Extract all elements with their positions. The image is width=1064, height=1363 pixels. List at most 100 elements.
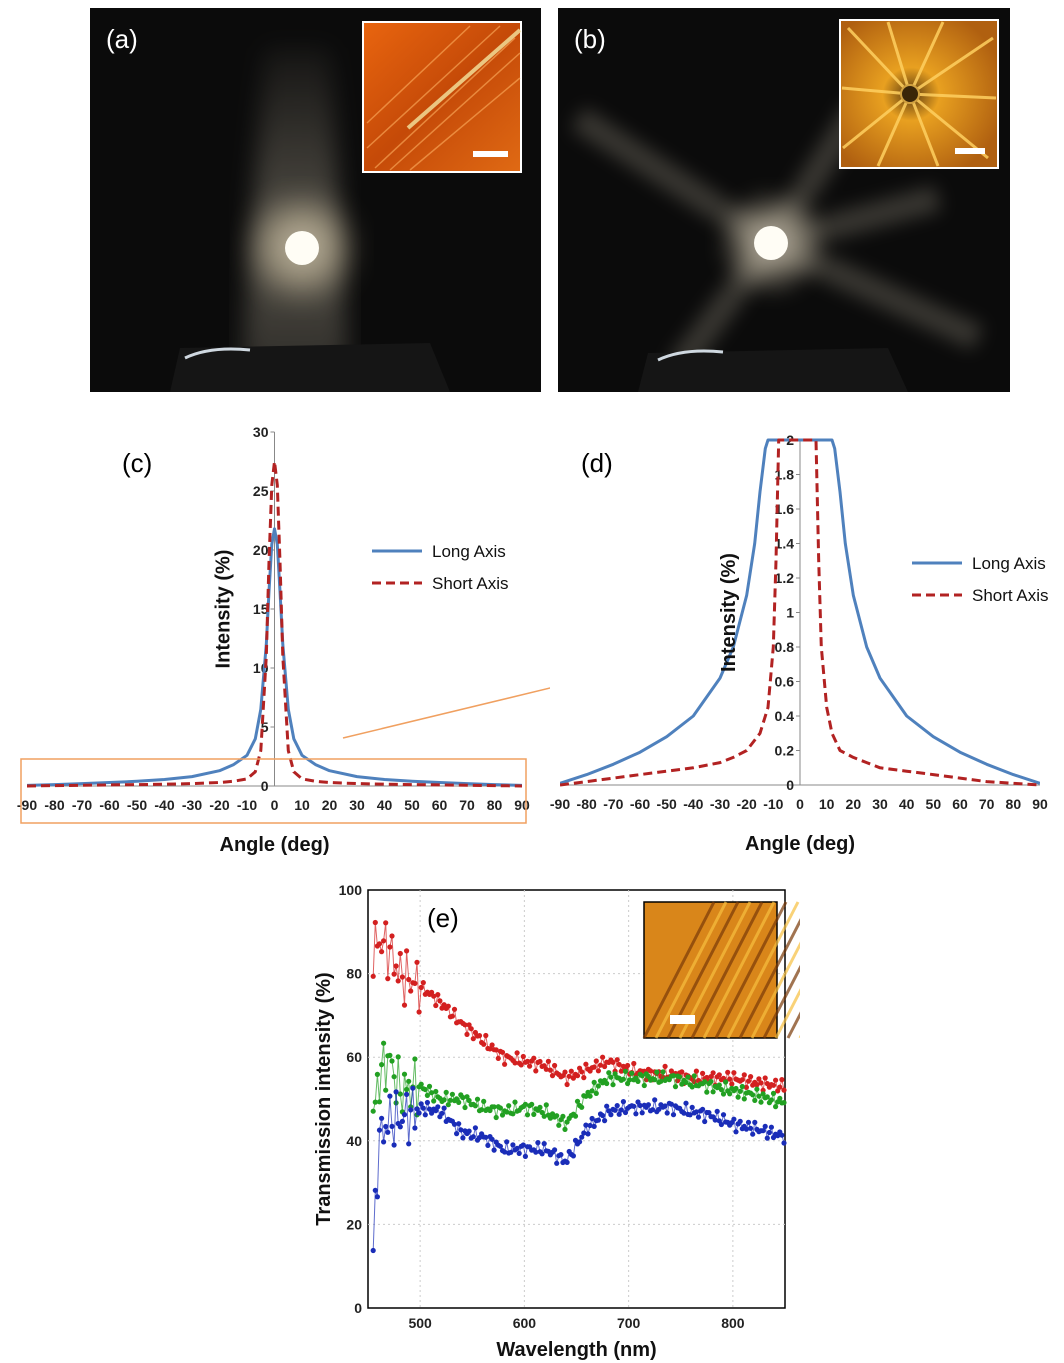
- data-point-green: [658, 1078, 664, 1084]
- data-point-blue: [510, 1142, 516, 1148]
- x-tick-label: -80: [577, 796, 597, 812]
- data-point-green: [652, 1077, 658, 1083]
- data-point-green: [374, 1071, 380, 1077]
- inset-fiber: [738, 918, 800, 1039]
- data-point-red: [614, 1057, 620, 1063]
- inset-fiber: [726, 901, 800, 1039]
- data-point-red: [568, 1068, 574, 1074]
- x-tick-label: -40: [154, 797, 174, 813]
- y-tick-label: 1: [786, 605, 794, 621]
- data-point-blue: [689, 1104, 695, 1110]
- data-point-blue: [750, 1131, 756, 1137]
- data-point-blue: [731, 1116, 737, 1122]
- data-point-blue: [695, 1114, 702, 1120]
- data-point-red: [727, 1076, 733, 1082]
- data-point-green: [679, 1081, 685, 1087]
- data-point-green: [418, 1081, 424, 1087]
- data-point-red: [781, 1087, 787, 1093]
- y-tick-label: 0.2: [775, 743, 795, 759]
- data-point-green: [720, 1091, 727, 1097]
- x-tick-label: -70: [603, 796, 623, 812]
- data-point-blue: [700, 1106, 706, 1112]
- data-point-red: [393, 963, 399, 969]
- data-point-green: [764, 1094, 770, 1100]
- series-line-long-axis: [27, 527, 522, 787]
- data-point-blue: [458, 1127, 464, 1133]
- data-point-blue: [687, 1112, 693, 1118]
- x-tick-label: 10: [294, 797, 310, 813]
- data-point-blue: [383, 1123, 389, 1130]
- panel-label-a: (a): [106, 24, 138, 54]
- data-point-red: [777, 1084, 783, 1090]
- data-point-green: [587, 1093, 593, 1099]
- data-point-blue: [374, 1194, 380, 1200]
- data-point-blue: [451, 1121, 458, 1127]
- data-point-red: [533, 1068, 539, 1074]
- data-point-red: [770, 1082, 777, 1088]
- data-point-green: [479, 1107, 485, 1113]
- data-point-green: [381, 1040, 387, 1046]
- panel-label-d: (d): [581, 448, 613, 478]
- data-point-red: [616, 1061, 622, 1068]
- data-point-green: [760, 1091, 766, 1097]
- photo-b-image: [558, 8, 1010, 392]
- data-point-green: [585, 1089, 591, 1095]
- data-point-green: [777, 1095, 783, 1101]
- data-point-green: [389, 1058, 395, 1064]
- legend-entry: Long Axis: [432, 542, 506, 561]
- data-point-blue: [620, 1099, 626, 1105]
- data-point-blue: [483, 1134, 489, 1140]
- data-point-blue: [397, 1124, 403, 1130]
- x-tick-label: -70: [72, 797, 92, 813]
- data-point-blue: [737, 1118, 743, 1124]
- data-point-blue: [618, 1107, 624, 1113]
- data-point-blue: [781, 1140, 787, 1146]
- inset-frame: [643, 901, 778, 1039]
- data-point-green: [493, 1114, 499, 1121]
- y-tick-label: 15: [253, 601, 269, 617]
- data-point-green: [391, 1074, 397, 1080]
- x-tick-label: 0: [271, 797, 279, 813]
- data-point-red: [462, 1022, 468, 1028]
- data-point-blue: [662, 1103, 668, 1109]
- data-point-green: [376, 1099, 383, 1105]
- data-point-blue: [387, 1093, 393, 1099]
- series-line-long-axis: [560, 438, 1040, 785]
- data-point-blue: [622, 1109, 629, 1116]
- x-tick-label: 0: [796, 796, 804, 812]
- inset-fiber: [750, 941, 800, 1039]
- data-point-blue: [418, 1101, 424, 1107]
- data-point-blue: [595, 1117, 601, 1123]
- data-point-red: [566, 1073, 572, 1079]
- data-point-green: [531, 1111, 537, 1117]
- data-point-green: [639, 1073, 645, 1079]
- data-point-red: [370, 973, 376, 979]
- data-point-blue: [577, 1139, 583, 1145]
- data-point-green: [387, 1052, 393, 1058]
- data-point-blue: [522, 1153, 528, 1159]
- data-point-blue: [401, 1112, 408, 1118]
- data-point-blue: [693, 1109, 699, 1115]
- data-point-red: [418, 984, 424, 991]
- data-point-blue: [426, 1106, 433, 1112]
- data-point-red: [700, 1070, 706, 1076]
- data-point-red: [564, 1081, 570, 1088]
- data-point-red: [527, 1063, 533, 1069]
- data-point-red: [552, 1062, 558, 1069]
- x-tick-label: -20: [737, 796, 757, 812]
- data-point-blue: [558, 1152, 564, 1158]
- data-point-blue: [541, 1141, 547, 1147]
- x-tick-label: 500: [408, 1315, 432, 1331]
- data-point-red: [389, 933, 395, 939]
- data-point-red: [483, 1032, 489, 1039]
- x-tick-label: -60: [99, 797, 119, 813]
- data-point-green: [456, 1099, 462, 1105]
- y-tick-label: 60: [346, 1049, 362, 1065]
- data-point-blue: [650, 1107, 656, 1113]
- data-point-red: [512, 1060, 518, 1066]
- photo-a-image: [90, 8, 541, 392]
- x-tick-label: -10: [763, 796, 783, 812]
- data-point-blue: [376, 1127, 383, 1133]
- x-tick-label: -50: [657, 796, 677, 812]
- data-point-red: [399, 974, 405, 980]
